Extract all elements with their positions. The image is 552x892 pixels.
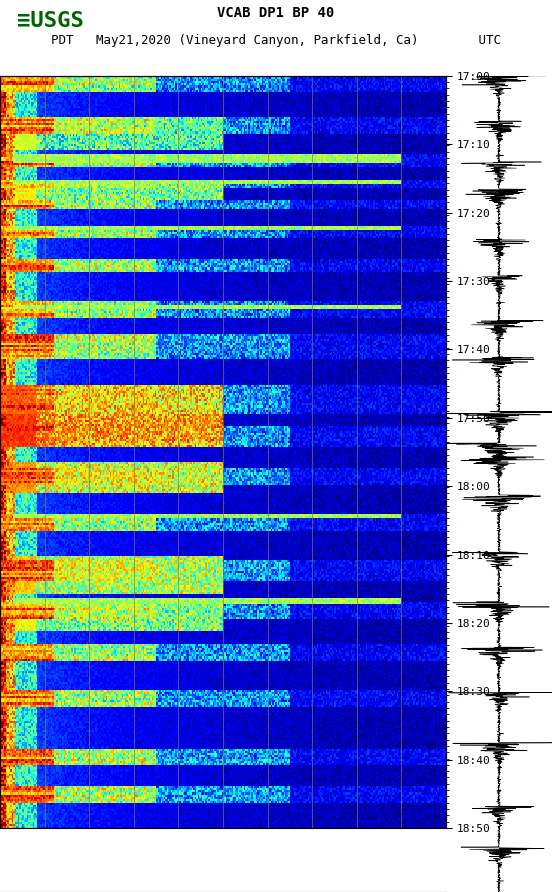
Text: PDT   May21,2020 (Vineyard Canyon, Parkfield, Ca)        UTC: PDT May21,2020 (Vineyard Canyon, Parkfie… xyxy=(51,34,501,47)
Text: VCAB DP1 BP 40: VCAB DP1 BP 40 xyxy=(217,6,335,20)
Text: ≡USGS: ≡USGS xyxy=(17,12,83,31)
